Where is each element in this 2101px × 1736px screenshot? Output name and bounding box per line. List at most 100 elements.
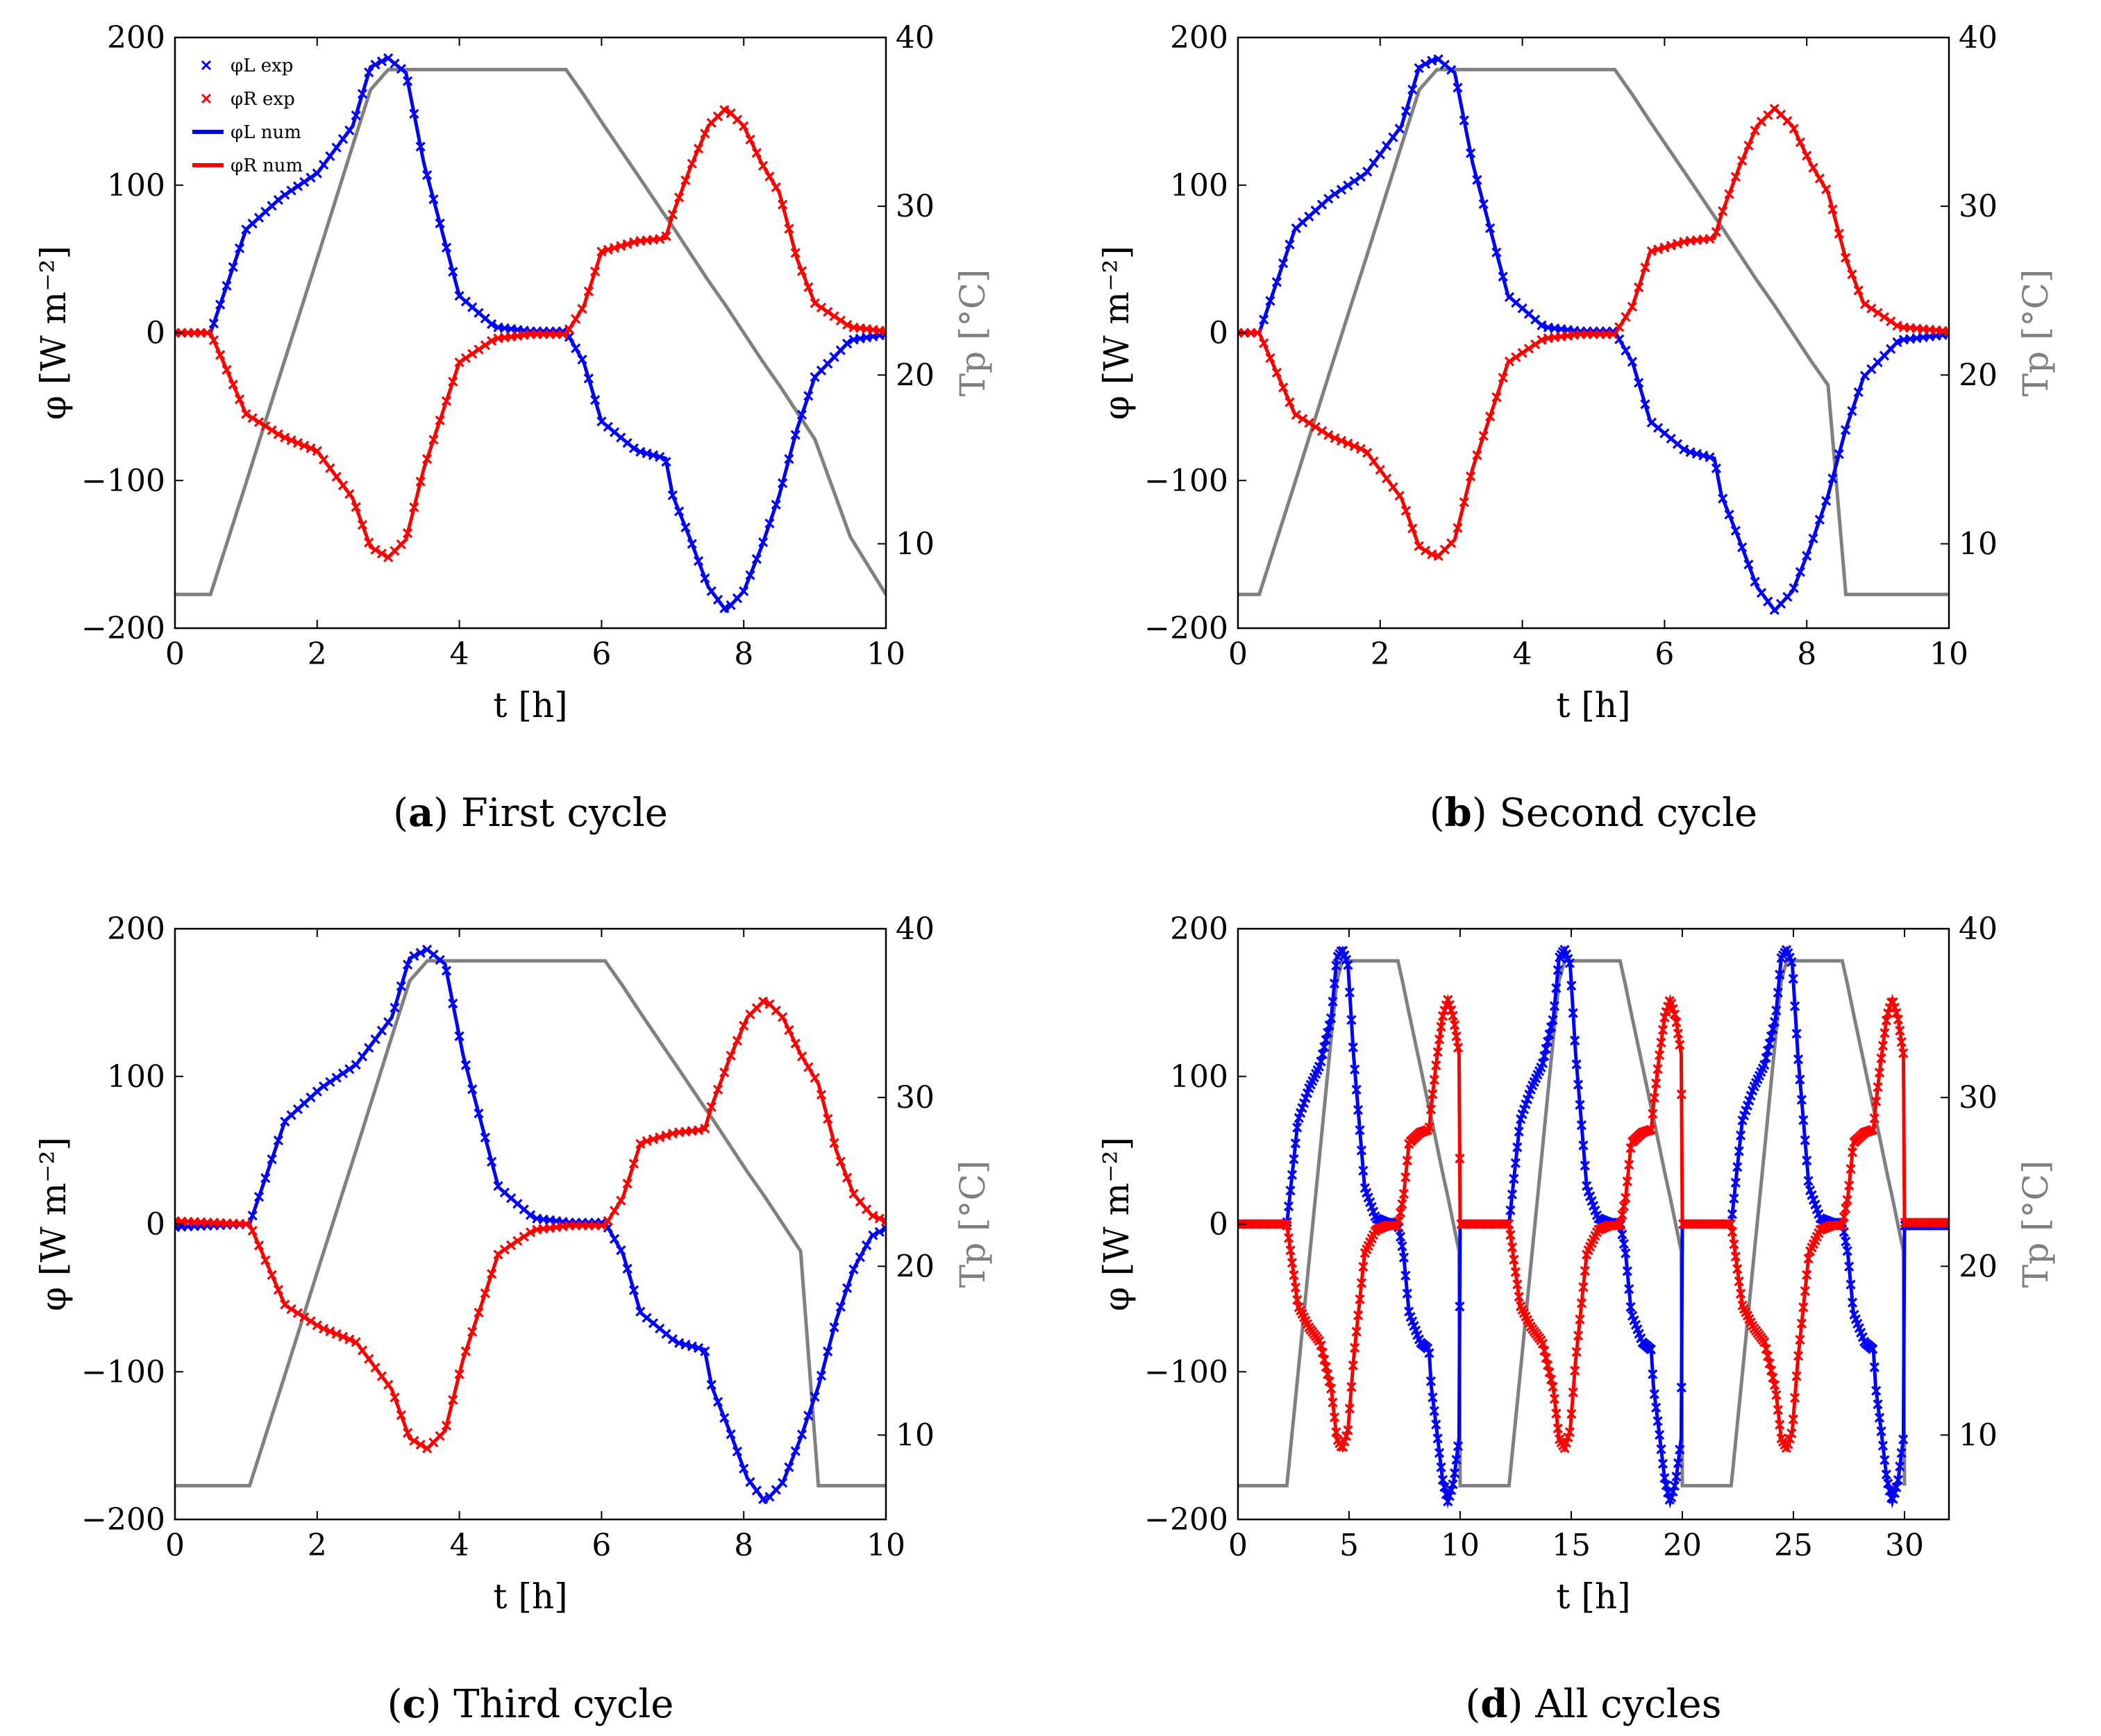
flux-left-exp-marker bbox=[1478, 199, 1489, 210]
flux-left-exp-marker bbox=[228, 262, 238, 272]
y-tick-label: −200 bbox=[81, 1502, 165, 1537]
flux-right-exp-marker bbox=[1834, 228, 1844, 239]
plot-area bbox=[1238, 54, 1949, 616]
flux-left-exp-marker bbox=[1290, 1138, 1301, 1149]
flux-right-exp-marker bbox=[1297, 414, 1308, 424]
flux-left-exp-marker bbox=[628, 443, 639, 453]
flux-left-exp-marker bbox=[1869, 1362, 1880, 1372]
flux-right-exp-marker bbox=[1351, 1326, 1362, 1337]
flux-left-exp-marker bbox=[1730, 1177, 1741, 1188]
flux-left-exp-marker bbox=[1328, 996, 1338, 1007]
flux-right-exp-marker bbox=[1324, 1376, 1334, 1387]
flux-right-exp-marker bbox=[596, 1220, 607, 1231]
flux-left-exp-marker bbox=[325, 1077, 335, 1087]
flux-left-exp-marker bbox=[680, 522, 691, 533]
flux-left-exp-markers bbox=[1238, 54, 1949, 616]
flux-right-exp-marker bbox=[1729, 1239, 1739, 1249]
flux-left-exp-marker bbox=[1434, 1447, 1445, 1458]
flux-right-exp-marker bbox=[1784, 1433, 1795, 1444]
flux-right-exp-marker bbox=[1621, 312, 1631, 322]
flux-right-exp-marker bbox=[1773, 1405, 1783, 1415]
flux-right-exp-marker bbox=[1893, 1014, 1904, 1025]
flux-left-exp-marker bbox=[1292, 1122, 1303, 1133]
x-tick-label: 8 bbox=[1797, 637, 1816, 672]
flux-left-exp-marker bbox=[1265, 296, 1275, 306]
flux-right-exp-marker bbox=[1800, 1286, 1810, 1297]
x-tick-label: 0 bbox=[165, 637, 185, 672]
flux-left-exp-marker bbox=[1259, 314, 1269, 325]
flux-left-exp-marker bbox=[1669, 1481, 1680, 1491]
flux-right-exp-marker bbox=[228, 379, 238, 390]
flux-right-exp-marker bbox=[1761, 1344, 1771, 1354]
flux-left-exp-marker bbox=[1884, 1485, 1895, 1496]
flux-left-exp-marker bbox=[1375, 149, 1385, 160]
flux-right-exp-marker bbox=[757, 996, 769, 1007]
flux-right-exp-marker bbox=[1517, 348, 1527, 358]
flux-right-exp-marker bbox=[1874, 1068, 1885, 1078]
flux-left-exp-marker bbox=[712, 594, 723, 605]
y-tick-label: −100 bbox=[81, 463, 165, 498]
flux-right-exp-marker bbox=[273, 1285, 284, 1295]
flux-left-exp-marker bbox=[1325, 1013, 1337, 1024]
flux-left-exp-marker bbox=[208, 318, 219, 329]
flux-right-exp-marker bbox=[325, 463, 335, 473]
flux-right-exp-marker bbox=[421, 454, 433, 464]
flux-right-exp-marker bbox=[351, 1337, 361, 1347]
flux-right-exp-marker bbox=[1789, 1392, 1800, 1403]
flux-left-exp-marker bbox=[221, 280, 232, 291]
flux-right-exp-marker bbox=[292, 1308, 303, 1318]
flux-left-exp-marker bbox=[480, 1132, 490, 1143]
flux-left-exp-marker bbox=[1657, 1458, 1668, 1469]
flux-left-exp-marker bbox=[1788, 973, 1798, 984]
flux-left-exp-marker bbox=[1727, 1209, 1738, 1220]
flux-left-exp-marker bbox=[1343, 960, 1353, 970]
y2-tick-label: 40 bbox=[1959, 911, 1998, 947]
flux-left-exp-marker bbox=[1330, 189, 1340, 199]
flux-left-exp-marker bbox=[1847, 1297, 1858, 1308]
flux-right-exp-marker bbox=[803, 1062, 814, 1072]
panel-second-cycle: 0 2 4 6 8 10 −200 −100 0 100 200 10 20 30 40 t [h] φ [W … bbox=[1096, 20, 2056, 725]
flux-left-exp-marker bbox=[1289, 1154, 1299, 1165]
flux-right-exp-marker bbox=[583, 286, 594, 296]
flux-right-exp-marker bbox=[1502, 1219, 1512, 1229]
flux-left-exp-marker bbox=[1732, 1162, 1743, 1172]
flux-left-exp-marker bbox=[1845, 1279, 1856, 1290]
flux-right-exp-marker bbox=[1432, 1047, 1443, 1057]
flux-right-exp-marker bbox=[1368, 456, 1379, 466]
flux-left-exp-marker bbox=[687, 539, 697, 549]
flux-right-exp-marker bbox=[1407, 523, 1418, 534]
x-tick-label: 25 bbox=[1774, 1528, 1813, 1563]
flux-right-exp-marker bbox=[1434, 1034, 1445, 1045]
flux-left-exp-marker bbox=[337, 134, 349, 144]
x-tick-label: 4 bbox=[1513, 637, 1532, 672]
flux-left-exp-marker bbox=[402, 959, 413, 970]
flux-left-exp-marker bbox=[1443, 1496, 1453, 1507]
flux-right-exp-marker bbox=[351, 502, 361, 512]
flux-left-exp-marker bbox=[370, 59, 380, 70]
flux-right-exp-marker bbox=[467, 1326, 478, 1337]
captions: (a) First cycle (b) Second cycle(c) Third… bbox=[387, 790, 1758, 1727]
flux-right-exp-marker bbox=[1827, 204, 1838, 214]
flux-left-exp-marker bbox=[1795, 1075, 1805, 1085]
flux-left-exp-marker bbox=[1621, 345, 1631, 356]
flux-left-exp-marker bbox=[1768, 1024, 1778, 1034]
flux-right-exp-marker bbox=[1782, 116, 1793, 126]
flux-right-exp-marker bbox=[1252, 328, 1263, 338]
flux-left-exp-marker bbox=[1507, 1189, 1518, 1200]
flux-left-exp-marker bbox=[1509, 1174, 1519, 1184]
flux-left-exp-marker bbox=[1346, 1015, 1357, 1025]
flux-left-exp-marker bbox=[1566, 980, 1577, 991]
x-tick-label: 2 bbox=[308, 1528, 327, 1563]
flux-right-exp-marker bbox=[1284, 397, 1295, 407]
caption-letter: ) bbox=[433, 791, 461, 836]
flux-right-exp-marker bbox=[1319, 1354, 1330, 1365]
x-tick-label: 10 bbox=[867, 1528, 905, 1563]
flux-right-exp-marker bbox=[1789, 124, 1799, 134]
flux-right-exp-marker bbox=[784, 224, 794, 234]
flux-left-exp-marker bbox=[1472, 175, 1482, 185]
flux-right-exp-marker bbox=[1500, 1219, 1511, 1229]
flux-right-exp-marker bbox=[253, 416, 265, 428]
flux-right-exp-marker bbox=[221, 364, 232, 375]
flux-right-exp-marker bbox=[1669, 1009, 1680, 1020]
flux-right-exp-marker bbox=[835, 315, 846, 326]
